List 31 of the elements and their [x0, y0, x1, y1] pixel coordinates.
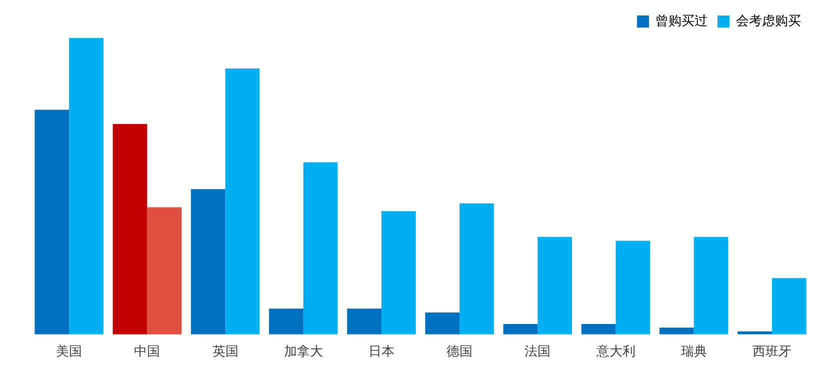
bar	[303, 162, 338, 334]
bar	[69, 38, 104, 334]
x-tick-label: 美国	[56, 344, 82, 360]
legend-label: 曾购买过	[656, 14, 708, 29]
bar	[34, 110, 70, 334]
x-tick-label: 德国	[446, 344, 473, 360]
x-tick-label: 西班牙	[752, 344, 792, 360]
x-tick-label: 英国	[212, 344, 238, 360]
bar	[659, 328, 694, 334]
x-tick-label: 日本	[368, 344, 394, 360]
bar	[347, 308, 382, 334]
x-tick-label: 加拿大	[284, 344, 323, 360]
bar	[381, 211, 416, 334]
bar	[425, 312, 460, 334]
bar	[616, 240, 650, 334]
bar	[190, 189, 226, 334]
bar	[460, 203, 494, 334]
x-tick-label: 瑞典	[680, 344, 707, 360]
bar	[503, 324, 538, 334]
x-tick-label: 中国	[134, 344, 160, 360]
bar	[581, 324, 616, 334]
bar	[538, 236, 572, 334]
bar	[225, 68, 260, 334]
legend-label: 会考虑购买	[736, 14, 801, 29]
bar	[268, 308, 304, 334]
bar	[772, 278, 806, 334]
bar	[147, 207, 182, 334]
x-tick-label: 意大利	[595, 344, 636, 360]
bar	[112, 124, 148, 334]
x-tick-label: 法国	[524, 344, 551, 360]
bar	[694, 236, 728, 334]
